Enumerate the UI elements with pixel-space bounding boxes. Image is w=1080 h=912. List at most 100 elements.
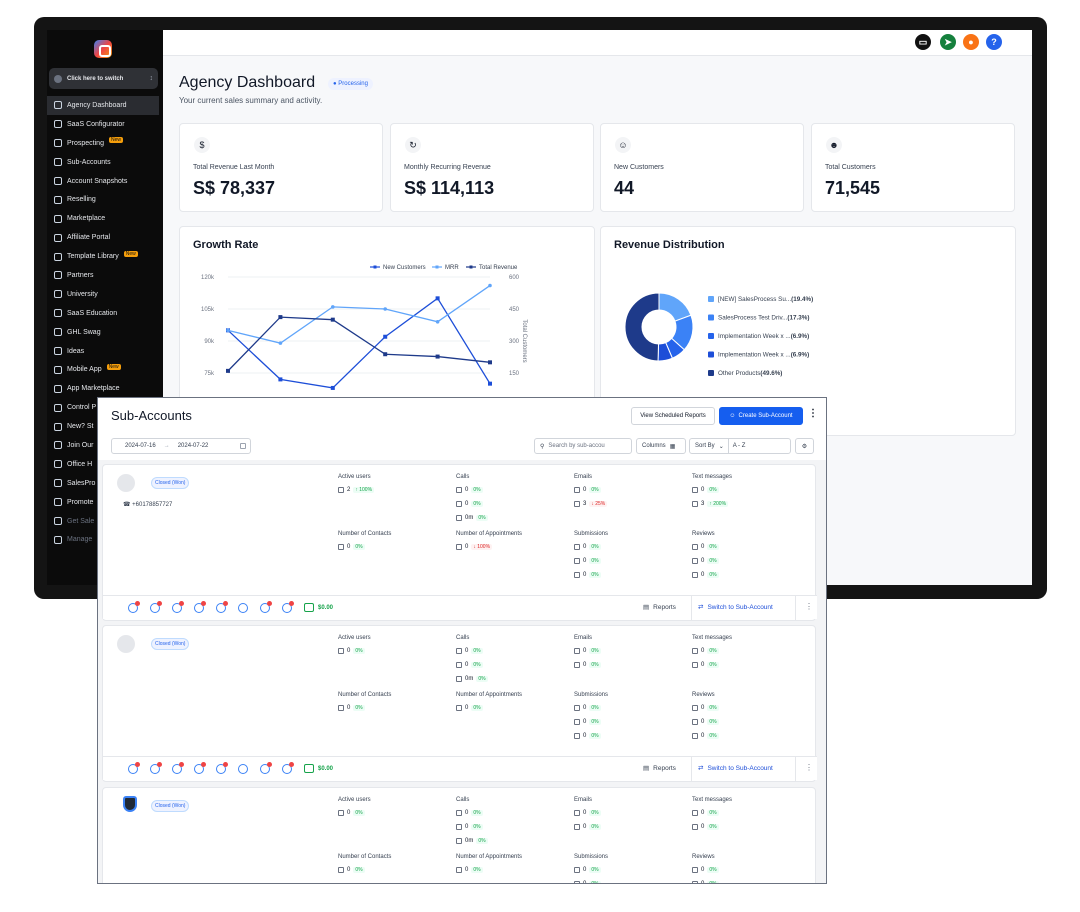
account-switcher[interactable]: Click here to switch ↕ xyxy=(49,68,158,89)
more-options-icon[interactable]: ⋮ xyxy=(808,408,818,419)
stat-label: New Customers xyxy=(614,164,664,171)
metric-label: Active users xyxy=(338,474,371,480)
phone-icon[interactable] xyxy=(216,762,228,774)
sidebar-item[interactable]: Marketplace xyxy=(47,209,163,228)
card-more-icon[interactable]: ⋮ xyxy=(805,602,813,611)
chat-icon[interactable]: ▭ xyxy=(915,34,931,50)
y-tick-label-right: 150 xyxy=(509,371,520,377)
switch-to-sub-account-link[interactable]: ⇄ Switch to Sub-Account xyxy=(698,603,773,612)
metric-label: Submissions xyxy=(574,531,609,537)
gear-icon[interactable] xyxy=(238,603,248,613)
sidebar-item[interactable]: Sub-Accounts xyxy=(47,153,163,172)
stat-card: ☺ New Customers 44 xyxy=(600,123,804,212)
data-point xyxy=(331,305,335,309)
status-badge: ● Processing xyxy=(328,78,373,90)
sidebar-item[interactable]: SaaS Configurator xyxy=(47,115,163,134)
stat-card: $ Total Revenue Last Month S$ 78,337 xyxy=(179,123,383,212)
app-icon[interactable] xyxy=(282,601,294,613)
sidebar-item[interactable]: SaaS Education xyxy=(47,304,163,323)
sidebar-item[interactable]: SalesPro xyxy=(47,474,163,493)
sort-select[interactable]: Sort By ⌄ A - Z xyxy=(689,438,791,454)
metric-value: 0 0% xyxy=(692,572,719,578)
calendar-icon xyxy=(240,443,246,449)
gear-icon[interactable] xyxy=(238,764,248,774)
wordpress-icon[interactable] xyxy=(128,601,140,613)
card-more-icon[interactable]: ⋮ xyxy=(805,763,813,772)
sidebar-item[interactable]: Manage xyxy=(47,530,163,549)
sidebar-item-label: Get Sale xyxy=(67,517,95,525)
y-tick-label-left: 105k xyxy=(201,307,215,313)
create-sub-account-button[interactable]: ☺ Create Sub-Account xyxy=(719,407,803,425)
sidebar-item[interactable]: Prospecting New xyxy=(47,134,163,153)
sidebar-item[interactable]: Office H xyxy=(47,455,163,474)
metric-value: 0 0% xyxy=(338,705,365,711)
settings-icon-button[interactable]: ⚙ xyxy=(795,438,814,454)
legend-label: Total Revenue xyxy=(479,265,518,271)
timer-icon[interactable] xyxy=(172,762,184,774)
columns-button[interactable]: Columns ▦ xyxy=(636,438,686,454)
search-icon: ⚲ xyxy=(540,443,545,450)
sidebar-item[interactable]: Promote xyxy=(47,493,163,512)
instagram-icon[interactable] xyxy=(150,762,162,774)
metric-label: Text messages xyxy=(692,474,733,480)
sidebar-item-label: App Marketplace xyxy=(67,385,120,393)
switch-to-sub-account-link[interactable]: ⇄ Switch to Sub-Account xyxy=(698,764,773,773)
app-icon[interactable] xyxy=(282,762,294,774)
sidebar-item[interactable]: Get Sale xyxy=(47,512,163,531)
new-badge: New xyxy=(123,250,138,257)
instagram-icon[interactable] xyxy=(150,601,162,613)
data-point xyxy=(278,315,283,320)
sidebar-item[interactable]: Agency Dashboard xyxy=(47,96,159,115)
timer-icon[interactable] xyxy=(172,601,184,613)
metric-value: 0m 0% xyxy=(456,838,488,844)
data-point xyxy=(278,341,283,345)
reports-link[interactable]: ▤ Reports xyxy=(643,764,676,773)
wordpress-icon[interactable] xyxy=(128,762,140,774)
legend-label-text: Implementation Week x ... xyxy=(718,352,791,359)
sidebar-item[interactable]: Join Our xyxy=(47,436,163,455)
sidebar-item[interactable]: Mobile App New xyxy=(47,360,163,379)
bell-icon[interactable]: ● xyxy=(963,34,979,50)
sidebar-item-label: University xyxy=(67,290,98,298)
date-range-picker[interactable]: 2024-07-16 → 2024-07-22 xyxy=(111,438,251,454)
data-point xyxy=(488,360,492,365)
app-icon[interactable] xyxy=(260,762,272,774)
sidebar-item[interactable]: New? St xyxy=(47,417,163,436)
metric-value: 0 0% xyxy=(692,705,719,711)
legend-label: Other Products(49.6%) xyxy=(718,370,782,377)
sidebar-item[interactable]: Ideas xyxy=(47,342,163,361)
email-icon[interactable] xyxy=(194,601,206,613)
search-input[interactable]: ⚲ Search by sub-accou xyxy=(534,438,632,454)
sidebar-item[interactable]: Partners xyxy=(47,266,163,285)
metric-label: Active users xyxy=(338,635,371,641)
sidebar-item[interactable]: GHL Swag xyxy=(47,323,163,342)
app-icon[interactable] xyxy=(260,601,272,613)
sidebar-item-label: Partners xyxy=(67,271,94,279)
reports-link[interactable]: ▤ Reports xyxy=(643,603,676,612)
metric-value: 3 ↑ 200% xyxy=(692,501,729,507)
legend-swatch xyxy=(708,370,714,376)
sidebar-item[interactable]: Account Snapshots xyxy=(47,172,163,191)
sidebar-item[interactable]: Affiliate Portal xyxy=(47,228,163,247)
sidebar-item-label: SalesPro xyxy=(67,479,96,487)
sidebar-item[interactable]: App Marketplace xyxy=(47,379,163,398)
view-scheduled-reports-button[interactable]: View Scheduled Reports xyxy=(631,407,715,425)
metric-icon xyxy=(338,544,344,550)
sidebar-item[interactable]: Reselling xyxy=(47,190,163,209)
sidebar-item-label: Manage xyxy=(67,536,93,544)
y-tick-label-left: 75k xyxy=(204,371,215,377)
sidebar-item[interactable]: Template Library New xyxy=(47,247,163,266)
phone-icon[interactable] xyxy=(216,601,228,613)
sidebar-item[interactable]: Control P xyxy=(47,398,163,417)
email-icon[interactable] xyxy=(194,762,206,774)
sidebar-item-label: SaaS Configurator xyxy=(67,120,125,128)
metric-value: 0 0% xyxy=(338,648,365,654)
megaphone-icon[interactable]: ➤ xyxy=(940,34,956,50)
metric-label: Reviews xyxy=(692,531,715,537)
help-icon[interactable]: ? xyxy=(986,34,1002,50)
template-icon xyxy=(54,252,62,261)
dollar-icon: $ xyxy=(194,137,210,153)
bag-icon xyxy=(54,328,62,337)
legend-marker xyxy=(435,265,439,269)
sidebar-item[interactable]: University xyxy=(47,285,163,304)
